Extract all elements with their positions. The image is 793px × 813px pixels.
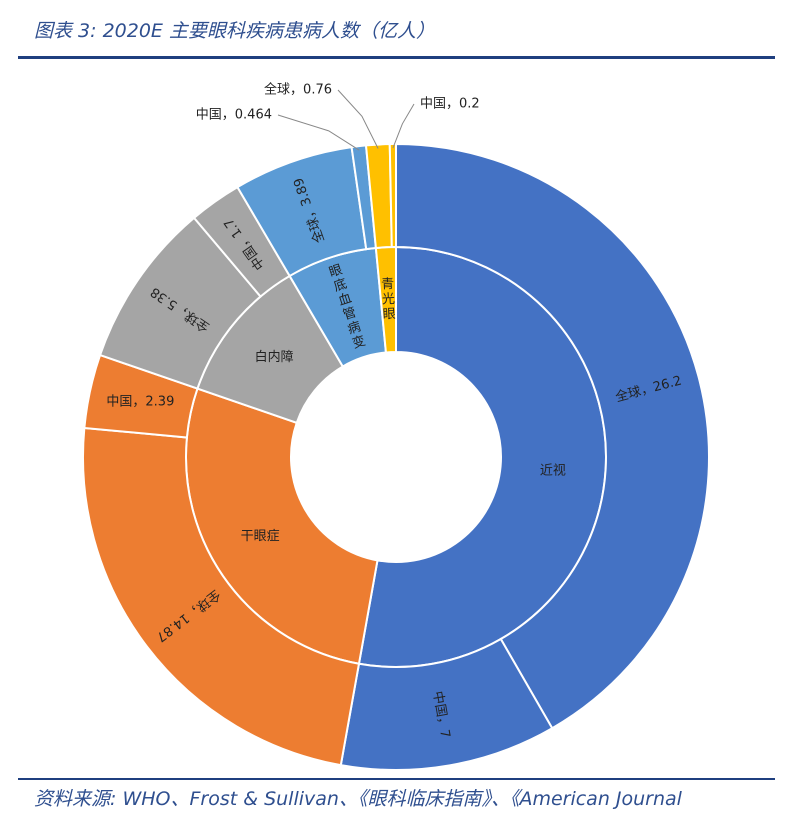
outer-label-9: 中国，0.2 <box>420 97 480 112</box>
inner-label-char: 底 <box>332 276 349 295</box>
inner-label-char: 病 <box>346 319 363 337</box>
inner-label-char: 青 <box>381 277 395 293</box>
leader-line-9 <box>392 103 415 149</box>
top-rule <box>18 56 775 59</box>
inner-label-char: 变 <box>350 333 367 352</box>
inner-label-char: 血 <box>337 291 354 309</box>
inner-label-char: 光 <box>382 292 396 308</box>
outer-label-7: 中国，0.464 <box>196 108 272 123</box>
outer-slice-9 <box>388 142 397 249</box>
inner-label-char: 眼 <box>327 262 344 280</box>
inner-label-4: 青光眼 <box>381 277 396 323</box>
inner-label-0: 近视 <box>540 463 566 478</box>
bottom-rule <box>18 778 775 780</box>
outer-label-8: 全球，0.76 <box>264 82 332 98</box>
outer-slice-2 <box>82 426 361 767</box>
leader-line-8 <box>337 89 379 149</box>
outer-slice-0 <box>395 142 710 730</box>
inner-ring <box>185 245 607 668</box>
outer-label-3: 中国，2.39 <box>106 394 174 409</box>
leader-lines <box>277 89 415 151</box>
inner-label-1: 干眼症 <box>241 529 280 544</box>
inner-label-char: 管 <box>341 305 358 323</box>
source-note: 资料来源: WHO、Frost & Sullivan、《眼科临床指南》、《Ame… <box>34 788 682 810</box>
inner-label-2: 白内障 <box>255 349 294 365</box>
outer-ring <box>82 142 710 771</box>
chart-title: 图表 3: 2020E 主要眼科疾病患病人数（亿人） <box>34 20 435 42</box>
inner-label-char: 眼 <box>382 307 396 323</box>
leader-line-7 <box>277 114 360 151</box>
